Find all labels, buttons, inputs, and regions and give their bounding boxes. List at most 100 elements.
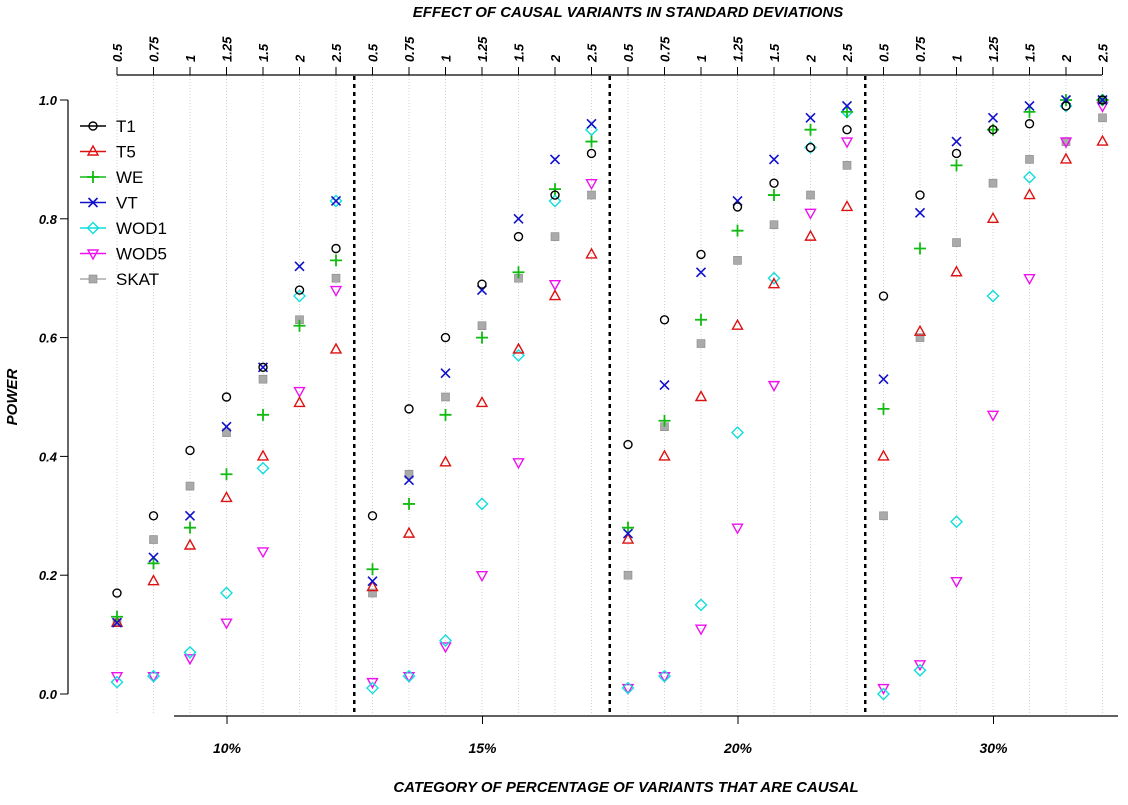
data-points (110, 93, 1109, 701)
data-point (621, 681, 635, 695)
data-point (441, 392, 450, 402)
data-point (694, 598, 708, 612)
data-point (804, 123, 817, 136)
data-point (367, 511, 378, 521)
data-point (1023, 188, 1036, 200)
group-label: 30% (979, 740, 1008, 756)
data-point (293, 386, 306, 399)
series-vt (111, 94, 1108, 628)
data-point (622, 521, 634, 534)
top-ticks: 0.5 0.75 1 1.25 1.5 2 2.5 0.5 0.75 1 1.25 1.5 2 2.5 0.… (110, 36, 1111, 75)
data-point (769, 220, 779, 230)
data-point (842, 124, 852, 135)
data-point (878, 291, 889, 301)
data-point (147, 574, 160, 586)
data-point (366, 677, 379, 690)
data-point (110, 615, 124, 627)
data-point (585, 247, 598, 259)
data-point (767, 277, 781, 289)
data-point (548, 289, 562, 301)
group-labels: 10% 15% 20% 30% (213, 716, 1008, 756)
data-point (404, 469, 414, 479)
top-tick-label: 0.5 (366, 43, 381, 62)
data-point (913, 663, 927, 677)
series-t1 (112, 95, 1108, 598)
data-point (695, 313, 707, 326)
data-point (549, 154, 561, 165)
data-point (329, 285, 343, 298)
data-point (439, 642, 452, 654)
data-point (1097, 95, 1108, 105)
data-point (110, 671, 124, 684)
data-point (330, 195, 342, 207)
legend: T1 T5 WE VT WOD1 WOD5 SKAT (80, 117, 167, 289)
data-point (439, 455, 452, 467)
data-point (915, 190, 925, 200)
data-point (769, 178, 779, 188)
data-point (293, 395, 306, 408)
top-tick-label: 1.5 (1023, 43, 1038, 62)
top-tick-label: 1.25 (475, 36, 490, 62)
data-point (331, 243, 341, 254)
data-point (147, 669, 160, 683)
top-tick-label: 0.75 (402, 36, 417, 62)
top-tick-label: 1.25 (220, 36, 235, 62)
top-tick-label: 2 (548, 54, 563, 63)
legend-label: WE (116, 168, 143, 187)
data-point (402, 669, 416, 683)
data-point (221, 421, 232, 432)
data-point (440, 332, 451, 343)
data-point (586, 148, 597, 159)
data-point (222, 428, 231, 437)
legend-label: WOD1 (116, 219, 167, 238)
data-point (950, 515, 963, 529)
data-point (1024, 100, 1035, 112)
data-point (476, 331, 488, 344)
data-point (804, 229, 817, 241)
data-point (694, 624, 708, 636)
data-point (913, 660, 927, 672)
data-point (986, 289, 1000, 303)
data-point (402, 526, 416, 538)
data-point (767, 271, 781, 285)
vertical-grid (116, 76, 1103, 715)
data-point (111, 617, 123, 628)
data-point (477, 279, 487, 289)
top-tick-label: 1.5 (256, 43, 271, 62)
data-point (366, 681, 379, 695)
data-point (731, 426, 744, 440)
data-point (1024, 119, 1035, 129)
top-tick-label: 1.5 (767, 43, 782, 62)
y-ticks: 0.0 0.2 0.4 0.6 0.8 1.0 (39, 93, 68, 702)
series-t5 (110, 134, 1109, 627)
data-point (806, 190, 815, 200)
top-tick-label: 0.75 (147, 36, 162, 62)
data-point (329, 194, 343, 208)
data-point (404, 404, 414, 414)
data-point (1023, 170, 1036, 184)
data-point (621, 532, 635, 544)
series-wod5 (110, 101, 1109, 696)
legend-marker (86, 249, 100, 261)
top-tick-label: 1 (183, 55, 198, 62)
data-point (950, 159, 963, 172)
top-tick-label: 2 (293, 54, 308, 63)
legend-label: WOD5 (116, 245, 167, 264)
top-tick-label: 2 (804, 54, 819, 63)
data-point (951, 136, 962, 147)
data-point (878, 374, 889, 385)
top-tick-label: 0.5 (110, 43, 125, 62)
data-point (111, 610, 123, 623)
data-point (768, 154, 780, 165)
x-axis-title: CATEGORY OF PERCENTAGE OF VARIANTS THAT … (393, 779, 858, 796)
data-point (950, 265, 963, 277)
data-point (550, 232, 560, 241)
data-point (550, 190, 560, 200)
data-point (294, 285, 305, 295)
data-point (914, 242, 926, 255)
legend-marker (87, 197, 99, 208)
data-point (694, 390, 708, 402)
data-point (548, 194, 562, 208)
data-point (986, 211, 1000, 224)
legend-item-skat: SKAT (80, 270, 159, 289)
